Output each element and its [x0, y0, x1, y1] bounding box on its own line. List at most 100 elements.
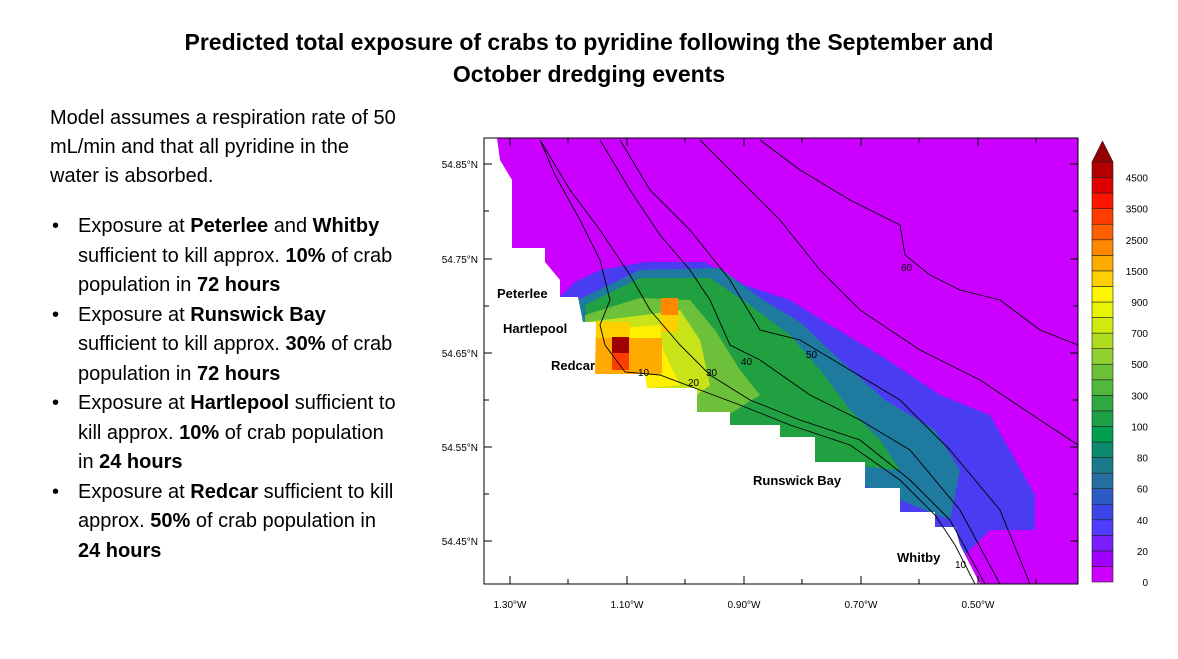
- plume-gold: [596, 322, 630, 338]
- contour-label-40: 40: [741, 357, 753, 368]
- finding-text-segment: sufficient to kill approx.: [78, 244, 286, 267]
- title-line-1: Predicted total exposure of crabs to pyr…: [184, 29, 994, 55]
- contour-10: [539, 139, 976, 585]
- finding-text-segment: of crab population in: [78, 333, 393, 385]
- colorbar-swatch: [1091, 363, 1114, 381]
- finding-text-segment: Peterlee: [190, 215, 269, 237]
- colorbar-label: 100: [1131, 422, 1148, 433]
- colorbar-swatch: [1091, 395, 1114, 412]
- colorbar-swatch: [1091, 426, 1114, 443]
- colorbar-label: 20: [1137, 547, 1149, 558]
- finding-text-segment: Exposure at: [78, 392, 191, 414]
- finding-text-segment: 30%: [285, 333, 326, 355]
- colorbar-label: 40: [1137, 516, 1149, 527]
- lon-tick-label: 0.90°W: [728, 600, 761, 611]
- contour-40: [619, 139, 1031, 585]
- contour-label-10-whitby: 10: [955, 560, 967, 571]
- finding-text-segment: sufficient to kill approx.: [78, 333, 286, 355]
- finding-item: Exposure at Peterlee and Whitby sufficie…: [50, 212, 400, 301]
- lon-tick-label: 0.50°W: [962, 600, 995, 611]
- finding-text-segment: 50%: [150, 510, 191, 532]
- lat-tick-label: 54.65°N: [442, 349, 478, 360]
- findings-list: Exposure at Peterlee and Whitby sufficie…: [50, 212, 400, 566]
- colorbar-label: 2500: [1126, 236, 1149, 247]
- colorbar-label: 700: [1131, 329, 1148, 340]
- finding-text-segment: of crab population in: [190, 510, 376, 532]
- colorbar: 0 20 40 60 80 100 300 500 700 900 1500 2500 3500 4500: [1091, 140, 1149, 589]
- finding-text-segment: 72 hours: [196, 274, 281, 296]
- finding-text-segment: sufficient to kill approx.: [78, 480, 394, 533]
- colorbar-swatch: [1091, 208, 1114, 225]
- model-assumption-text: Model assumes a respiration rate of 50 m…: [50, 107, 396, 187]
- lon-tick-label: 1.10°W: [611, 600, 644, 611]
- finding-item: Exposure at Runswick Bay sufficient to k…: [50, 301, 400, 390]
- colorbar-swatch: [1091, 192, 1114, 209]
- finding-text-segment: 24 hours: [78, 539, 162, 562]
- colorbar-swatch: [1091, 348, 1114, 365]
- finding-item: Exposure at Hartlepool sufficient to kil…: [50, 389, 400, 478]
- colorbar-swatch: [1091, 472, 1114, 489]
- colorbar-swatch: [1091, 566, 1114, 583]
- lon-tick-label: 1.30°W: [494, 600, 527, 611]
- plume-red-cell: [612, 353, 629, 370]
- lat-tick-label: 54.85°N: [442, 160, 478, 171]
- finding-text-segment: 10%: [285, 244, 326, 267]
- colorbar-swatch: [1091, 488, 1114, 505]
- colorbar-label: 4500: [1126, 174, 1149, 185]
- place-label-redcar: Redcar: [551, 358, 595, 373]
- finding-text-segment: Runswick Bay: [190, 303, 326, 326]
- lat-tick-label: 54.45°N: [442, 537, 478, 548]
- contour-label-30: 30: [706, 368, 718, 379]
- exposure-map: 54.85°N 54.75°N 54.65°N 54.55°N 54.45°N 1.30°…: [442, 137, 1149, 611]
- land-mask: [484, 138, 980, 584]
- colorbar-swatch: [1091, 255, 1114, 272]
- colorbar-label: 60: [1137, 485, 1149, 496]
- finding-text-segment: Exposure at: [78, 303, 191, 326]
- colorbar-label: 500: [1131, 360, 1148, 371]
- plume-darkred-cell: [612, 337, 629, 353]
- finding-text-segment: of crab population in: [78, 421, 384, 474]
- contour-30: [599, 139, 1001, 585]
- colorbar-swatch: [1091, 317, 1114, 334]
- lat-tick-label: 54.75°N: [442, 255, 478, 266]
- finding-text-segment: and: [268, 215, 313, 237]
- colorbar-swatch: [1091, 519, 1114, 536]
- finding-text-segment: of crab population in: [78, 244, 393, 297]
- colorbar-swatch: [1091, 332, 1114, 349]
- finding-text-segment: Hartlepool: [190, 392, 290, 414]
- colorbar-swatch: [1091, 301, 1114, 318]
- finding-text-segment: Whitby: [312, 215, 380, 237]
- colorbar-label: 300: [1131, 391, 1148, 402]
- contour-label-60: 60: [901, 263, 913, 274]
- colorbar-label: 900: [1131, 298, 1148, 309]
- colorbar-swatch: [1091, 441, 1114, 458]
- place-label-peterlee: Peterlee: [497, 286, 548, 301]
- colorbar-swatch: [1091, 410, 1114, 427]
- plume-orange-cell: [661, 298, 678, 315]
- finding-text-segment: 10%: [179, 421, 220, 444]
- colorbar-label: 80: [1137, 454, 1149, 465]
- colorbar-label: 0: [1142, 578, 1148, 589]
- colorbar-swatch: [1091, 161, 1114, 178]
- contour-20: [539, 139, 986, 585]
- colorbar-swatch: [1091, 223, 1114, 241]
- slide-title: Predicted total exposure of crabs to pyr…: [0, 26, 1178, 90]
- map-frame: [483, 137, 1079, 585]
- contour-label-10: 10: [638, 368, 650, 379]
- colorbar-overflow-triangle: [1091, 140, 1114, 163]
- colorbar-swatch: [1091, 503, 1114, 521]
- contour-lines: [539, 139, 1079, 585]
- contour-60: [759, 139, 1079, 346]
- colorbar-swatch: [1091, 286, 1114, 303]
- lat-tick-label: 54.55°N: [442, 443, 478, 454]
- contour-label-50: 50: [806, 350, 818, 361]
- finding-text-segment: sufficient to kill approx.: [78, 392, 396, 444]
- colorbar-swatch: [1091, 239, 1114, 256]
- plume-gold-cell: [661, 315, 678, 332]
- lon-tick-label: 0.70°W: [845, 600, 878, 611]
- colorbar-swatch: [1091, 535, 1114, 552]
- finding-text-segment: Redcar: [190, 480, 259, 503]
- finding-text-segment: 24 hours: [99, 451, 183, 473]
- place-label-runswick-bay: Runswick Bay: [753, 473, 842, 488]
- finding-text-segment: 72 hours: [196, 362, 281, 385]
